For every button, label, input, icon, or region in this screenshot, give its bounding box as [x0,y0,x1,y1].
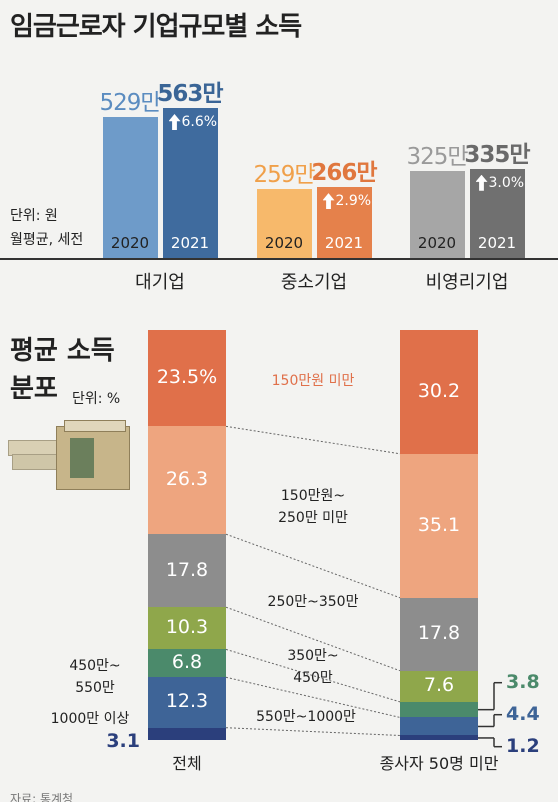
baseline [0,258,558,260]
connector [225,606,401,672]
connector [225,533,401,599]
value-label: 325만 [406,144,468,171]
value-label: 35.1 [417,513,461,536]
unit-note-line: 단위: 원 [10,208,58,224]
value-label: 30.2 [417,379,461,402]
value-label: 10.3 [165,616,209,639]
unit-note: 단위: % [72,391,121,407]
value-label: 266만 [311,160,377,187]
value-label: 1.2 [506,734,540,757]
band-label: 350만~ 450만 [287,648,339,686]
segment [400,701,478,718]
chart-title: 평균 소득 분포 [10,336,115,404]
segment [400,453,478,598]
connector [225,676,401,718]
segment [148,607,226,650]
series-label: 2020 [417,234,457,252]
value-label: 7.6 [423,674,455,697]
band-label: 1000만 이상 [50,711,130,727]
segment [148,677,226,728]
x-tick-label: 전체 [172,754,202,773]
segment [400,670,478,702]
segment [148,426,226,535]
bar [469,168,525,258]
value-label: 12.3 [165,690,209,713]
segment [400,717,478,736]
unit-note: 단위: 원 월평균, 세전 [10,204,83,252]
value-label: 3.1 [106,730,140,753]
band-label: 150만원~ 250만 미만 [278,488,348,526]
series-label: 2020 [110,234,150,252]
chart-title: 임금근로자 기업규모별 소득 [10,12,302,42]
series-label: 2020 [264,234,304,252]
value-label: 3.8 [506,670,540,693]
band-label: 250만~350만 [267,594,359,610]
connector [225,727,401,736]
growth-label: 6.6% [181,114,218,130]
band-label: 550만~1000만 [256,709,356,725]
value-label: 529만 [99,90,161,117]
bar [102,117,158,258]
money-icon [8,420,133,500]
bar [162,108,218,258]
growth-label: 3.0% [488,174,525,191]
bar [409,171,465,258]
segment [148,649,226,678]
source: 자료: 통계청 [10,792,74,802]
segment [148,727,226,741]
segment [148,534,226,608]
x-tick-label: 비영리기업 [425,272,509,293]
growth-label: 2.9% [335,193,372,210]
series-label: 2021 [324,234,364,252]
x-tick-label: 종사자 50명 미만 [379,754,499,773]
value-label: 17.8 [165,558,209,581]
segment [400,597,478,671]
unit-note-line: 월평균, 세전 [10,232,84,248]
value-label: 259만 [253,161,315,188]
segment [148,330,226,427]
value-label: 6.8 [171,651,203,674]
band-label: 450만~ 550만 [69,658,121,696]
value-label: 335만 [464,141,530,168]
band-label: 150만원 미만 [271,373,355,389]
series-label: 2021 [170,234,210,252]
value-label: 4.4 [506,702,540,725]
value-label: 563만 [157,81,223,107]
series-label: 2021 [477,234,517,252]
connector [225,425,401,455]
segment [400,735,478,741]
value-label: 26.3 [165,468,209,491]
x-tick-label: 중소기업 [280,272,348,293]
segment [400,330,478,454]
bar [256,188,312,258]
x-tick-label: 대기업 [135,272,185,293]
value-label: 17.8 [417,622,461,645]
value-label: 23.5% [156,366,218,389]
